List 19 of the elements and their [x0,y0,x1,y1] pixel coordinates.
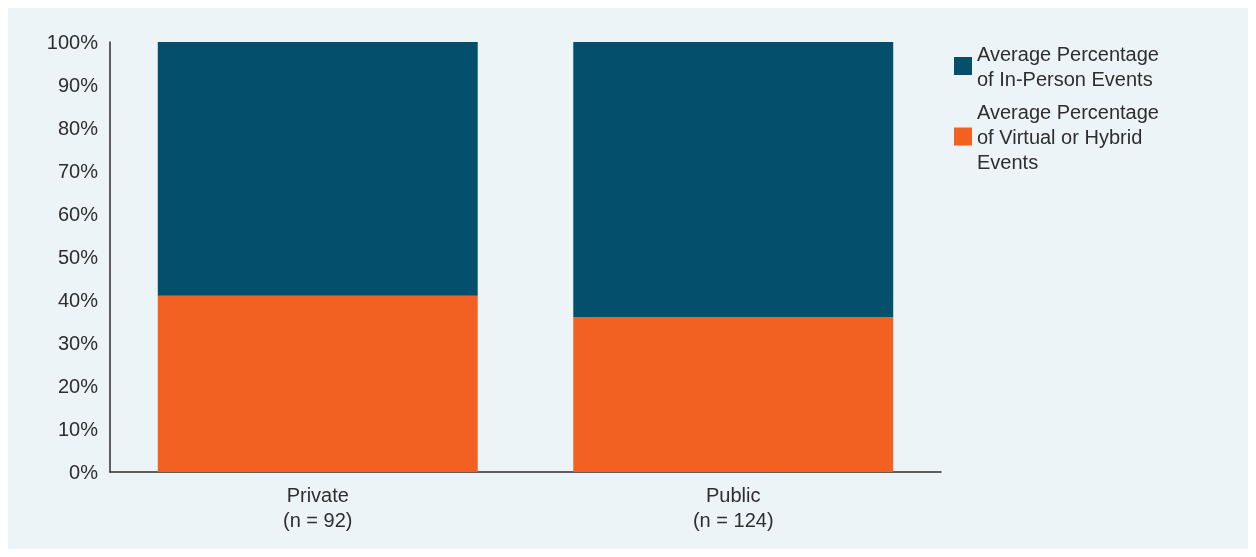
legend-label: Average Percentage of In-Person Events [977,42,1165,90]
bar [157,42,478,296]
y-tick-label: 20% [57,375,99,397]
bar [573,42,894,318]
bar [157,295,478,472]
y-tick-label: 100% [46,31,99,53]
y-tick-label: 40% [57,289,99,311]
y-tick-label: 60% [57,203,99,225]
y-tick-label: 10% [57,418,99,440]
x-tick-label: Public (n = 124) [692,483,774,531]
y-tick-label: 50% [57,246,99,268]
y-tick-label: 0% [69,461,99,483]
y-tick-label: 30% [57,332,99,354]
y-tick-label: 90% [57,74,99,96]
bar [573,317,894,472]
y-tick-label: 70% [57,160,99,182]
x-tick-label: Private (n = 92) [283,483,353,531]
legend-label: Average Percentage of Virtual or Hybrid Events [977,100,1165,173]
y-tick-label: 80% [57,117,99,139]
